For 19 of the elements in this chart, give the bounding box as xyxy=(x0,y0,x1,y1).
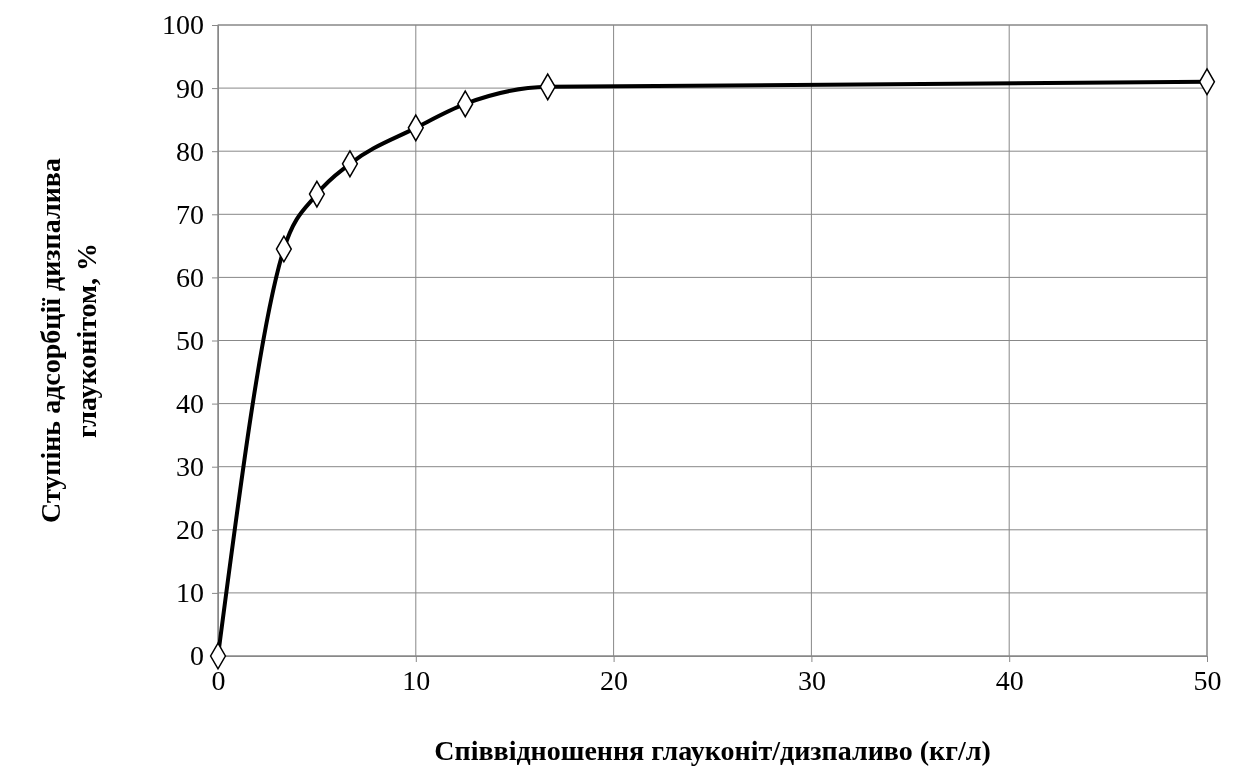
y-tick-label: 50 xyxy=(176,324,204,356)
y-tick-label: 70 xyxy=(176,198,204,230)
y-tick-label: 100 xyxy=(162,9,204,41)
x-tick-label: 20 xyxy=(600,664,629,696)
y-tick-label: 10 xyxy=(176,577,204,609)
y-tick-label: 0 xyxy=(190,640,204,672)
x-tick-label: 0 xyxy=(211,664,226,696)
y-tick-label: 20 xyxy=(176,514,204,546)
y-tick-label: 40 xyxy=(176,388,204,420)
x-tick-label: 40 xyxy=(995,664,1024,696)
x-axis-title: Співвідношення глауконіт/дизпаливо (кг/л) xyxy=(434,735,991,766)
y-tick-label: 30 xyxy=(176,451,204,483)
x-tick-label: 50 xyxy=(1193,664,1222,696)
x-tick-label: 10 xyxy=(402,664,431,696)
y-tick-label: 90 xyxy=(176,72,204,104)
y-tick-label: 60 xyxy=(176,261,204,293)
x-tick-label: 30 xyxy=(797,664,826,696)
y-axis-title: Ступінь адсорбції дизпалива глауконітом, % xyxy=(35,158,102,523)
y-tick-label: 80 xyxy=(176,135,204,167)
